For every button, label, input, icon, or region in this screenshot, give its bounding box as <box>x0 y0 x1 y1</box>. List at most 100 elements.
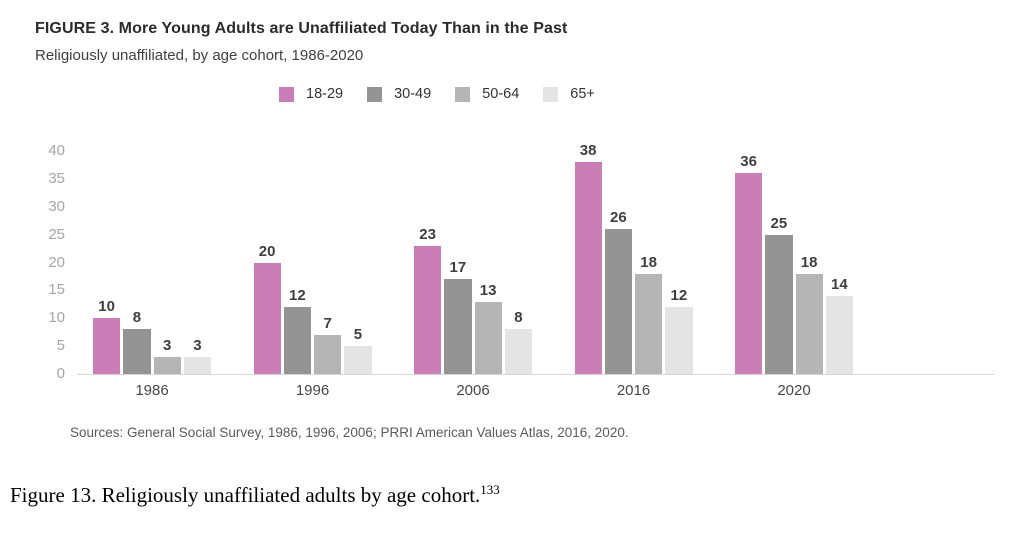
bar-value-label: 18 <box>640 253 657 271</box>
bar-wrap: 5 <box>344 327 372 374</box>
bar <box>153 357 181 374</box>
bar-value-label: 38 <box>579 142 597 160</box>
bar-wrap: 23 <box>414 225 442 374</box>
bar-value-label: 8 <box>514 309 523 327</box>
bar-group: 20 12 7 5 <box>253 151 372 374</box>
bar-wrap: 3 <box>183 337 211 374</box>
document-caption: Figure 13. Religiously unaffiliated adul… <box>10 482 1024 508</box>
bar-value-label: 14 <box>831 275 848 293</box>
bar-value-label: 23 <box>419 225 436 243</box>
bar-group: 23 17 13 8 <box>414 151 532 374</box>
bar-value-label: 10 <box>98 298 115 316</box>
footnote-reference: 133 <box>480 482 500 497</box>
bar-wrap: 13 <box>474 281 502 374</box>
x-category-label: 1996 <box>295 382 330 399</box>
figure-title: FIGURE 3. More Young Adults are Unaffili… <box>35 20 568 37</box>
plot-area: 10 8 3 3 20 12 7 5 23 17 13 8 38 26 18 12 36 25 18 14 <box>77 143 994 375</box>
y-tick-label: 5 <box>56 337 65 355</box>
bar-wrap: 12 <box>665 287 693 374</box>
bar-group: 10 8 3 3 <box>93 151 211 374</box>
legend-item: 50-64 <box>455 86 519 102</box>
bar <box>665 307 693 374</box>
bar <box>474 301 502 374</box>
bar <box>253 262 281 374</box>
bar-wrap: 38 <box>574 142 602 374</box>
bar <box>314 334 342 374</box>
bar-wrap: 26 <box>604 209 632 374</box>
sources-note: Sources: General Social Survey, 1986, 19… <box>70 425 629 440</box>
bar-value-label: 20 <box>258 242 276 260</box>
bar-value-label: 12 <box>289 287 306 305</box>
bar <box>344 346 372 374</box>
x-axis-labels: 1986 1996 2006 2016 2020 <box>77 375 994 405</box>
bar-wrap: 20 <box>253 242 281 374</box>
y-tick-label: 20 <box>48 253 65 271</box>
bar-wrap: 18 <box>795 253 823 374</box>
bar <box>604 229 632 374</box>
y-tick-label: 40 <box>48 142 65 159</box>
bar-value-label: 3 <box>193 337 202 355</box>
bar-value-label: 8 <box>132 309 142 327</box>
bar <box>444 279 472 374</box>
legend-label: 18-29 <box>306 86 344 102</box>
bar-wrap: 3 <box>153 337 181 374</box>
y-tick-label: 35 <box>48 169 65 187</box>
legend-label: 65+ <box>570 86 595 102</box>
y-tick-label: 25 <box>48 225 65 243</box>
bar-value-label: 18 <box>800 253 818 271</box>
y-tick-label: 30 <box>48 197 65 215</box>
legend-label: 50-64 <box>482 86 520 102</box>
y-tick-label: 15 <box>48 281 65 299</box>
bar-value-label: 17 <box>449 259 467 277</box>
legend-swatch-icon <box>455 86 471 102</box>
bar-value-label: 12 <box>670 287 688 305</box>
legend-item: 30-49 <box>367 86 431 102</box>
chart-legend: 18-29 30-49 50-64 65+ <box>279 86 1024 102</box>
bar-value-label: 3 <box>162 337 172 355</box>
legend-item: 18-29 <box>279 86 343 102</box>
bar <box>93 318 121 374</box>
bar-value-label: 25 <box>770 214 788 232</box>
x-category-label: 1986 <box>135 382 169 399</box>
legend-swatch-icon <box>543 86 559 102</box>
bar <box>635 273 663 374</box>
bar-wrap: 12 <box>283 287 311 374</box>
bar-wrap: 10 <box>93 298 121 374</box>
bar <box>574 162 602 374</box>
bar-wrap: 25 <box>765 214 793 374</box>
legend-item: 65+ <box>543 86 595 102</box>
y-axis: 0 5 10 15 20 25 30 35 40 <box>35 142 77 382</box>
bar <box>123 329 151 374</box>
x-category-label: 2020 <box>777 382 811 399</box>
bar-value-label: 26 <box>610 209 627 227</box>
bar <box>825 295 853 374</box>
bar <box>183 357 211 374</box>
bar-wrap: 8 <box>504 309 532 374</box>
bar-group: 36 25 18 14 <box>735 151 853 374</box>
bar-value-label: 13 <box>479 281 497 299</box>
bar-wrap: 18 <box>635 253 663 374</box>
legend-label: 30-49 <box>394 86 432 102</box>
x-category-label: 2006 <box>456 382 490 399</box>
y-tick-label: 10 <box>48 309 65 327</box>
bar-wrap: 17 <box>444 259 472 374</box>
bar-wrap: 7 <box>314 315 342 374</box>
bar <box>765 234 793 374</box>
bar <box>795 273 823 374</box>
x-category-label: 2016 <box>616 382 651 399</box>
bar <box>283 307 311 374</box>
caption-text: Figure 13. Religiously unaffiliated adul… <box>10 483 481 507</box>
bar-wrap: 8 <box>123 309 151 374</box>
bar <box>504 329 532 374</box>
figure-block: FIGURE 3. More Young Adults are Unaffili… <box>35 20 1024 440</box>
bar-value-label: 36 <box>740 153 757 171</box>
legend-swatch-icon <box>367 86 383 102</box>
bar <box>735 173 763 374</box>
bar-wrap: 36 <box>735 153 763 374</box>
chart-area: 0 5 10 15 20 25 30 35 40 10 8 3 3 20 12 7 5 23 17 13 8 38 26 1… <box>35 142 994 382</box>
bar-group: 38 26 18 12 <box>574 143 693 374</box>
bar-wrap: 14 <box>825 275 853 374</box>
y-tick-label: 0 <box>56 365 65 382</box>
legend-swatch-icon <box>279 86 294 102</box>
